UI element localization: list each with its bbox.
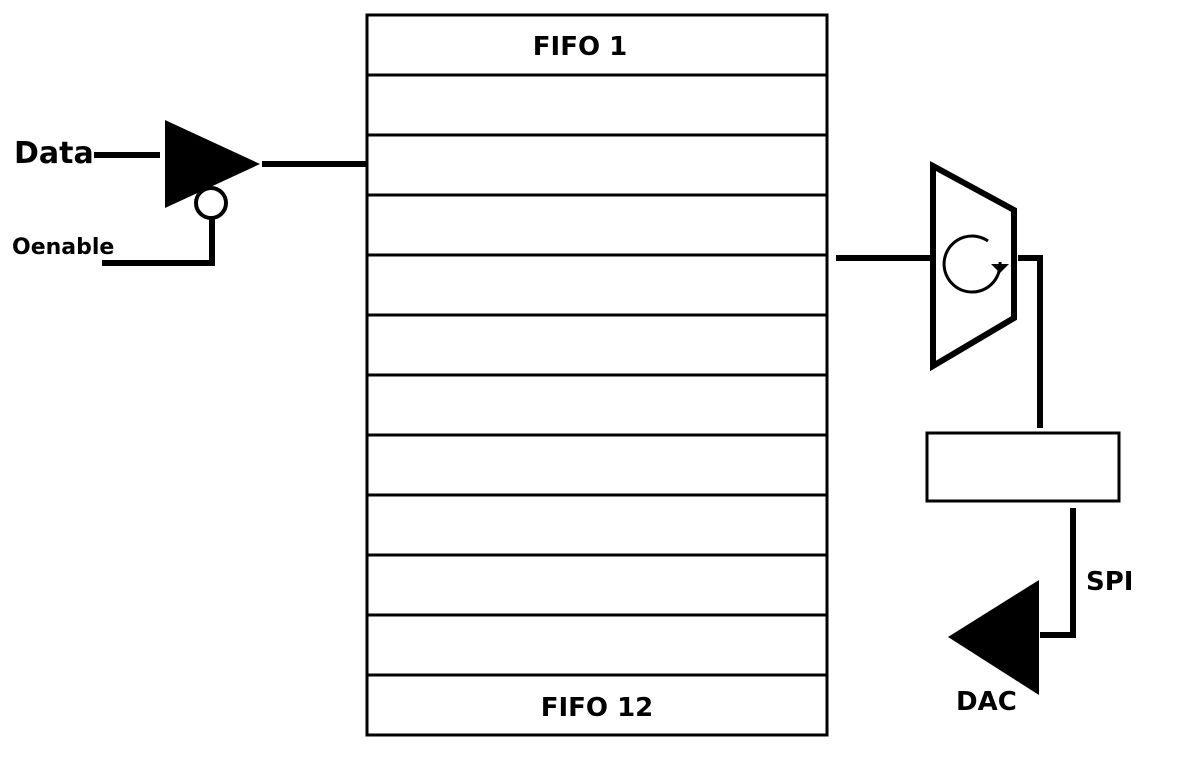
rotate-arrow-icon bbox=[942, 234, 1009, 294]
fifo-last-label: FIFO 12 bbox=[541, 693, 654, 723]
oenable-wire bbox=[102, 219, 215, 266]
rotator-to-register-wire bbox=[1018, 255, 1043, 428]
spi-label: SPI bbox=[1086, 567, 1133, 597]
spi-wire bbox=[1040, 508, 1076, 638]
fifo-first-label: FIFO 1 bbox=[533, 32, 627, 62]
enable-bubble-icon bbox=[194, 186, 228, 220]
rotator-block bbox=[930, 160, 1017, 372]
dac-triangle-icon bbox=[948, 580, 1039, 695]
tristate-buffer-icon bbox=[165, 120, 260, 208]
data-label: Data bbox=[14, 136, 94, 171]
oenable-label: Oenable bbox=[12, 235, 114, 260]
register-block bbox=[925, 431, 1121, 503]
dac-label: DAC bbox=[956, 687, 1017, 717]
fifo-stack: FIFO 1 FIFO 12 bbox=[365, 13, 829, 737]
